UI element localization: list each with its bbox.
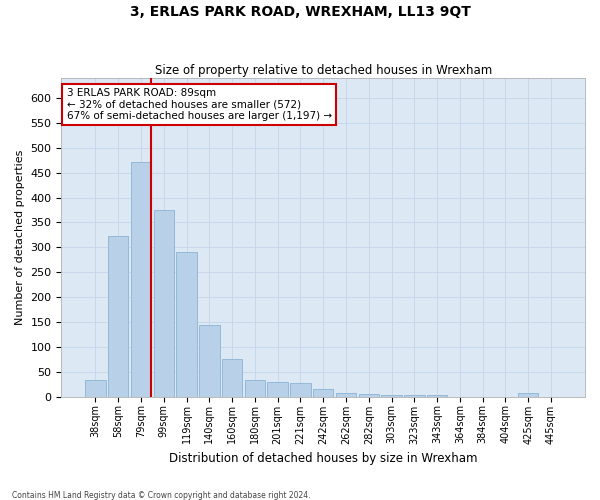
Bar: [381, 394, 402, 396]
Bar: [108, 236, 128, 396]
X-axis label: Distribution of detached houses by size in Wrexham: Distribution of detached houses by size …: [169, 452, 478, 465]
Bar: [245, 380, 265, 396]
Bar: [313, 389, 334, 396]
Text: 3 ERLAS PARK ROAD: 89sqm
← 32% of detached houses are smaller (572)
67% of semi-: 3 ERLAS PARK ROAD: 89sqm ← 32% of detach…: [67, 88, 332, 121]
Bar: [176, 252, 197, 396]
Text: Contains HM Land Registry data © Crown copyright and database right 2024.: Contains HM Land Registry data © Crown c…: [12, 490, 311, 500]
Bar: [131, 162, 151, 396]
Bar: [199, 326, 220, 396]
Title: Size of property relative to detached houses in Wrexham: Size of property relative to detached ho…: [155, 64, 492, 77]
Bar: [518, 392, 538, 396]
Text: 3, ERLAS PARK ROAD, WREXHAM, LL13 9QT: 3, ERLAS PARK ROAD, WREXHAM, LL13 9QT: [130, 5, 470, 19]
Bar: [222, 359, 242, 397]
Bar: [336, 392, 356, 396]
Bar: [404, 394, 425, 396]
Bar: [85, 380, 106, 396]
Bar: [154, 210, 174, 396]
Bar: [359, 394, 379, 396]
Bar: [290, 382, 311, 396]
Bar: [427, 394, 448, 396]
Y-axis label: Number of detached properties: Number of detached properties: [15, 150, 25, 325]
Bar: [268, 382, 288, 396]
